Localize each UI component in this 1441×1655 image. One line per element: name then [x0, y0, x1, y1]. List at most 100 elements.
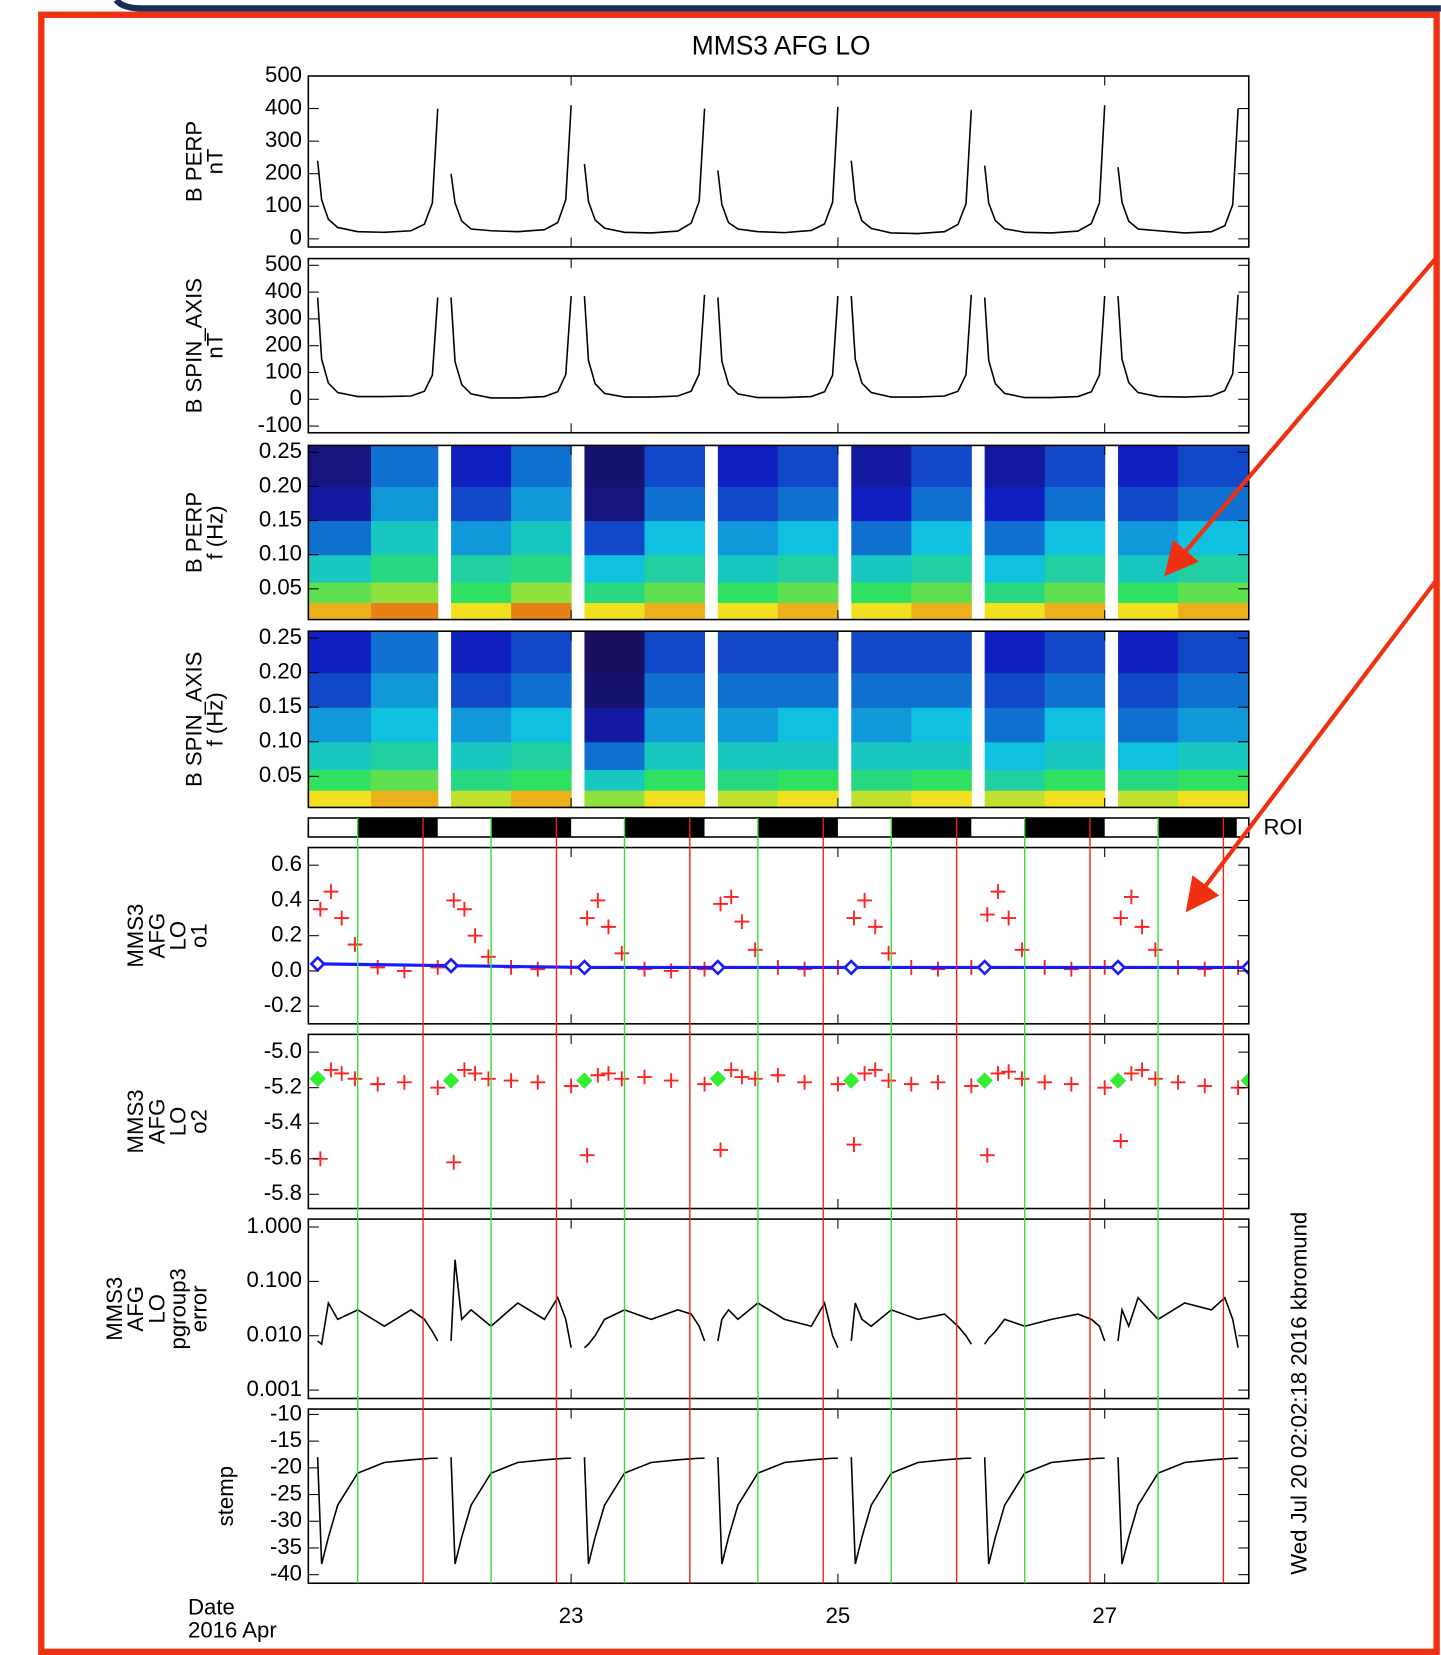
roi-interval — [1024, 818, 1105, 837]
cross-point — [663, 1073, 679, 1088]
cross-point — [979, 1147, 995, 1163]
roi-label: ROI — [1264, 814, 1303, 839]
diamond-point — [309, 1070, 326, 1087]
heatmap-cell — [511, 445, 572, 487]
cross-point — [990, 884, 1006, 900]
cross-point — [347, 937, 363, 952]
diamond-point — [1109, 1072, 1127, 1089]
heatmap-cell — [1044, 790, 1106, 808]
diamond-point — [843, 1072, 860, 1089]
heatmap-cell — [851, 790, 912, 808]
diamond-point — [976, 959, 993, 976]
heatmap-cell — [308, 602, 372, 620]
y-tick-label: -100 — [258, 412, 302, 437]
heatmap-cell — [308, 672, 372, 708]
heatmap-cell — [1178, 445, 1249, 487]
cross-point — [590, 893, 606, 908]
heatmap-cell — [308, 520, 372, 556]
cross-point — [846, 910, 862, 926]
y-axis-label: B SPIN_AXIS — [181, 652, 206, 787]
heatmap-cell — [717, 445, 779, 487]
panel-body — [309, 884, 1249, 979]
data-line — [317, 1259, 1239, 1349]
heatmap-cell — [911, 707, 972, 743]
heatmap-cell — [644, 631, 706, 674]
cross-point — [563, 1078, 579, 1094]
heatmap-cell — [308, 790, 372, 808]
heatmap-cell — [851, 707, 912, 743]
heatmap-cell — [911, 631, 972, 674]
y-tick-label: 0.25 — [259, 624, 302, 649]
heatmap-cell — [911, 554, 972, 583]
y-axis-label: stemp — [213, 1466, 238, 1526]
y-tick-label: 300 — [265, 127, 302, 152]
cross-point — [370, 1076, 386, 1092]
heatmap-cell — [717, 554, 779, 583]
heatmap-cell — [511, 520, 572, 556]
cross-point — [334, 910, 350, 926]
y-tick-label: 200 — [265, 160, 302, 185]
y-tick-label: -5.2 — [264, 1074, 302, 1099]
panel-frame — [307, 630, 1250, 809]
cross-point — [1113, 1133, 1129, 1149]
cross-point — [697, 1076, 712, 1092]
heatmap-cell — [911, 790, 972, 808]
y-axis-label: LO — [165, 1107, 190, 1137]
y-tick-label: 0.25 — [259, 438, 302, 463]
y-tick-label: -30 — [270, 1507, 302, 1532]
x-tick-label: 25 — [826, 1603, 851, 1628]
cross-point — [770, 1067, 786, 1083]
heatmap-cell — [451, 582, 512, 604]
y-tick-label: -10 — [270, 1400, 302, 1425]
cross-point — [713, 896, 728, 912]
heatmap-cell — [1044, 631, 1106, 674]
heatmap-cell — [1044, 602, 1106, 620]
heatmap-cell — [371, 631, 439, 674]
heatmap-cell — [644, 769, 706, 791]
heatmap-cell — [1044, 582, 1106, 604]
heatmap-cell — [371, 554, 439, 583]
heatmap-cell — [717, 631, 779, 674]
panel-body — [316, 294, 1239, 399]
heatmap-cell — [911, 445, 972, 487]
panel-body — [357, 818, 1237, 837]
y-tick-label: -40 — [270, 1561, 302, 1586]
y-tick-label: -35 — [270, 1534, 302, 1559]
heatmap-cell — [717, 582, 779, 604]
cross-point — [1134, 1062, 1150, 1078]
cross-point — [797, 1074, 812, 1090]
heatmap-cell — [984, 707, 1046, 743]
y-axis-label: B PERP — [181, 492, 206, 573]
diamond-point — [442, 1072, 460, 1089]
y-tick-label: 0.20 — [259, 659, 302, 684]
cross-point — [734, 1069, 750, 1085]
y-axis-label: B PERP — [181, 121, 206, 202]
heatmap-cell — [451, 554, 512, 583]
cross-point — [713, 1142, 728, 1158]
x-tick-label: 27 — [1092, 1603, 1117, 1628]
heatmap-cell — [911, 741, 972, 770]
diamond-point — [442, 957, 460, 974]
cross-point — [1001, 910, 1017, 926]
heatmap-cell — [911, 769, 972, 791]
heatmap-cell — [308, 486, 372, 522]
diamond-point — [576, 959, 593, 976]
cross-point — [1037, 1074, 1053, 1090]
y-tick-label: 100 — [265, 192, 302, 217]
heatmap-cell — [1044, 707, 1106, 743]
heatmap-cell — [717, 769, 779, 791]
heatmap-cell — [984, 520, 1046, 556]
y-axis-label: o2 — [187, 1109, 212, 1134]
heatmap-cell — [644, 672, 706, 708]
y-axis-label: nT — [202, 332, 227, 358]
cross-point — [446, 893, 462, 908]
panel-body — [308, 445, 1249, 620]
cross-point — [846, 1137, 862, 1152]
cross-point — [663, 963, 679, 979]
roi-interval — [357, 818, 438, 837]
heatmap-cell — [1178, 554, 1249, 583]
heatmap-cell — [717, 672, 779, 708]
cross-point — [579, 1147, 595, 1163]
y-axis-label: f (Hz) — [202, 692, 227, 746]
